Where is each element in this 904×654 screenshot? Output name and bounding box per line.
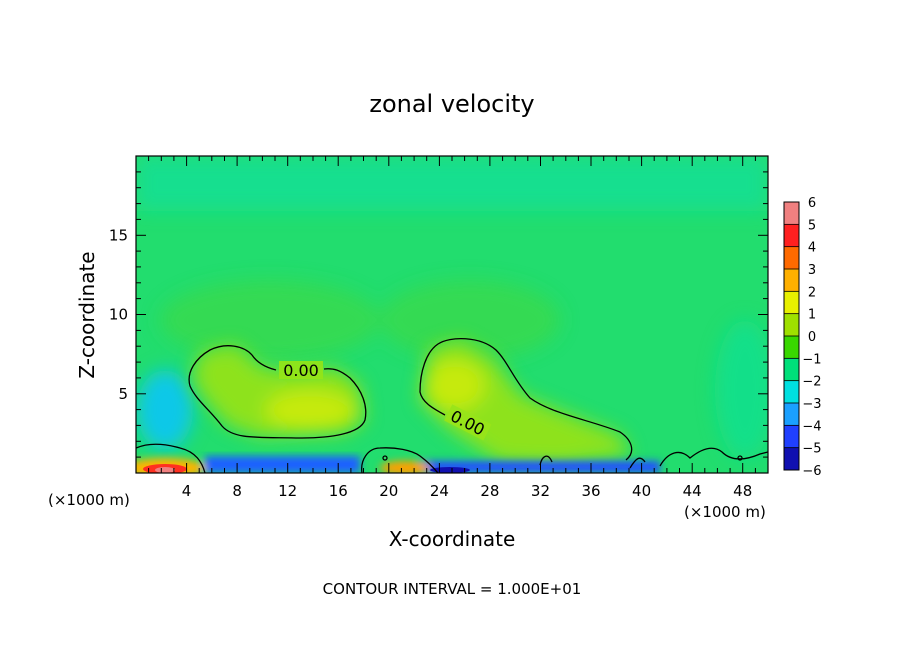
zero-contours <box>136 337 768 473</box>
positive-core-left <box>265 390 355 430</box>
contour-label: 0.00 <box>283 361 319 380</box>
surface-positive-center <box>380 461 430 473</box>
colorbar-label: −6 <box>802 464 821 479</box>
x-tick-label: 16 <box>329 482 348 500</box>
colorbar-label: 2 <box>808 285 816 300</box>
contour-surface-center <box>361 447 439 473</box>
x-axis: 4 8 12 16 20 24 28 32 36 40 44 48 <box>148 156 756 500</box>
colorbar-label: −3 <box>802 397 821 412</box>
x-tick-label: 48 <box>733 482 752 500</box>
contour-label-box <box>279 361 323 379</box>
colorbar-swatch <box>784 425 799 448</box>
colorbar-label: −5 <box>802 442 821 457</box>
y-tick-label: 5 <box>118 385 128 403</box>
colorbar-label: 0 <box>808 330 816 345</box>
chart-title: zonal velocity <box>369 90 534 118</box>
colorbar-swatch <box>784 313 799 336</box>
x-tick-label: 12 <box>278 482 297 500</box>
colorbar-label: −2 <box>802 375 821 390</box>
colorbar-label: 5 <box>808 218 816 233</box>
x-tick-label: 8 <box>232 482 242 500</box>
positive-core-right <box>425 360 485 410</box>
heatmap-field <box>136 156 768 473</box>
contour-dot <box>737 455 743 461</box>
contour-surface-right-2 <box>629 457 646 469</box>
x-tick-label: 24 <box>430 482 449 500</box>
colorbar-swatch <box>784 447 799 470</box>
contour-cell-right <box>419 337 633 461</box>
colorbar-label: −1 <box>802 352 821 367</box>
colorbar-swatch <box>784 336 799 359</box>
colorbar-swatch <box>784 246 799 269</box>
contour-interval-note: CONTOUR INTERVAL = 1.000E+01 <box>323 580 582 598</box>
colorbar-swatch <box>784 269 799 292</box>
contour-surface-right-1 <box>539 455 553 466</box>
x-unit-left: (×1000 m) <box>48 491 130 509</box>
x-tick-label: 20 <box>379 482 398 500</box>
contour-dot <box>382 455 388 461</box>
x-tick-label: 4 <box>182 482 192 500</box>
weak-positive-right <box>380 280 560 360</box>
colorbar-swatch <box>784 403 799 426</box>
y-axis: 5 10 15 <box>109 171 768 458</box>
x-unit-right: (×1000 m) <box>684 503 766 521</box>
y-axis-title: Z-coordinate <box>75 251 99 378</box>
contour-cell-left <box>188 345 367 439</box>
upper-negative-band <box>136 156 768 211</box>
contour-label-box <box>444 404 492 441</box>
colorbar: 6 5 4 3 2 1 0 −1 −2 −3 −4 −5 −6 <box>783 196 822 479</box>
weak-negative-right <box>715 320 768 460</box>
y-tick-label: 15 <box>109 226 128 244</box>
contour-surface-right-3 <box>659 447 768 467</box>
colorbar-label: 4 <box>808 241 816 256</box>
x-tick-label: 36 <box>581 482 600 500</box>
surface-negative-band-left <box>205 456 360 473</box>
left-negative-region <box>137 370 193 450</box>
colorbar-swatch <box>784 291 799 314</box>
colorbar-label: 3 <box>808 263 816 278</box>
x-tick-label: 44 <box>683 482 702 500</box>
x-tick-label: 28 <box>480 482 499 500</box>
surface-min-core <box>430 467 470 473</box>
colorbar-label: 6 <box>808 196 816 211</box>
colorbar-swatch <box>784 380 799 403</box>
colorbar-label: 1 <box>808 308 816 323</box>
colorbar-swatch <box>784 224 799 247</box>
x-tick-label: 40 <box>632 482 651 500</box>
colorbar-label: −4 <box>802 419 821 434</box>
weak-positive-left <box>160 280 380 360</box>
colorbar-swatch <box>784 358 799 381</box>
contour-surface-left <box>136 443 206 473</box>
y-tick-label: 10 <box>109 306 128 324</box>
x-axis-title: X-coordinate <box>389 527 516 551</box>
surface-max-peak <box>155 467 175 473</box>
colorbar-swatch <box>784 202 799 225</box>
x-tick-label: 32 <box>531 482 550 500</box>
